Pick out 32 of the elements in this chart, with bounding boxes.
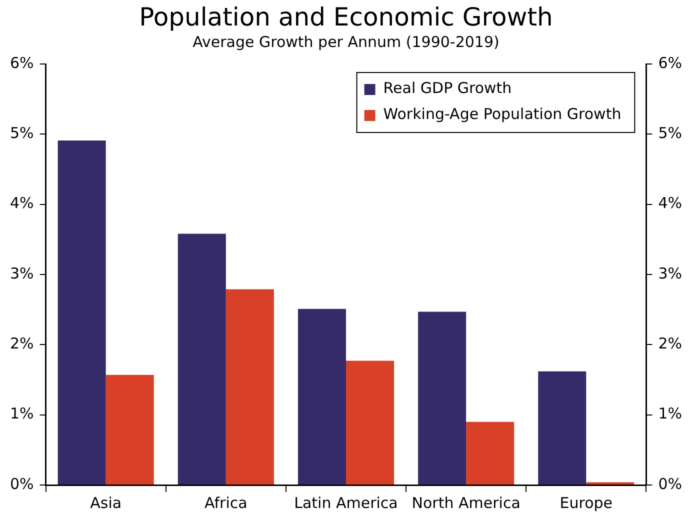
y2-tick-label: 5% — [658, 124, 682, 142]
y-tick-label: 0% — [10, 474, 34, 493]
x-tick-label: Asia — [90, 494, 122, 512]
bar — [178, 234, 226, 484]
y-tick-label: 3% — [10, 264, 34, 282]
bar — [226, 289, 274, 484]
bar — [346, 360, 394, 484]
y-tick-label: 2% — [10, 334, 34, 353]
y-tick-label: 4% — [10, 194, 34, 212]
x-tick-label: Europe — [560, 494, 613, 512]
y-tick-label: 5% — [10, 124, 34, 142]
y-tick-label: 6% — [10, 54, 34, 72]
bar — [538, 371, 586, 484]
bar — [298, 308, 346, 484]
chart-title: Population and Economic Growth — [139, 2, 553, 32]
y2-tick-label: 0% — [658, 474, 682, 493]
legend-label: Real GDP Growth — [383, 78, 512, 97]
bar — [106, 374, 154, 484]
x-tick-label: North America — [412, 494, 520, 512]
y2-tick-label: 2% — [658, 334, 682, 353]
y2-tick-label: 1% — [658, 404, 682, 423]
bar — [58, 140, 106, 484]
bar — [418, 312, 466, 484]
x-tick-label: Latin America — [294, 494, 398, 512]
bar — [466, 422, 514, 484]
y2-tick-label: 6% — [658, 54, 682, 72]
y2-tick-label: 3% — [658, 264, 682, 282]
chart-subtitle: Average Growth per Annum (1990-2019) — [192, 32, 500, 51]
y-tick-label: 1% — [10, 404, 34, 423]
y2-tick-label: 4% — [658, 194, 682, 212]
legend-label: Working-Age Population Growth — [383, 104, 622, 123]
x-tick-label: Africa — [204, 494, 248, 512]
